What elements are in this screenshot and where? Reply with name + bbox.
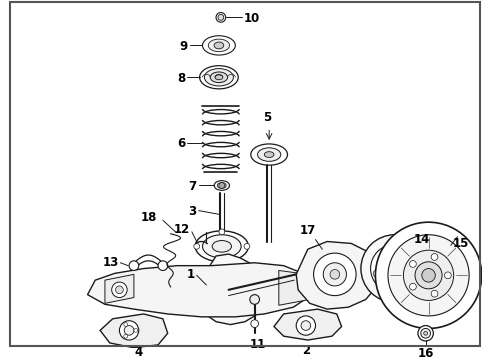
Ellipse shape [195, 231, 248, 262]
Circle shape [112, 282, 127, 297]
Circle shape [244, 243, 250, 249]
Ellipse shape [214, 42, 224, 49]
Circle shape [415, 262, 442, 289]
Ellipse shape [218, 183, 226, 188]
Circle shape [296, 316, 316, 335]
Circle shape [124, 325, 134, 335]
Circle shape [134, 328, 138, 332]
Circle shape [158, 261, 168, 270]
Circle shape [218, 14, 224, 20]
Circle shape [444, 272, 451, 279]
Polygon shape [296, 242, 380, 309]
Polygon shape [274, 309, 342, 340]
Text: 9: 9 [180, 40, 188, 53]
Ellipse shape [204, 69, 233, 86]
Circle shape [120, 321, 139, 340]
Circle shape [225, 286, 232, 294]
Circle shape [251, 320, 259, 328]
Circle shape [211, 273, 246, 307]
Ellipse shape [214, 181, 229, 190]
Circle shape [381, 249, 389, 257]
Circle shape [314, 253, 356, 296]
Circle shape [431, 253, 438, 260]
Ellipse shape [264, 152, 274, 157]
Circle shape [361, 235, 429, 302]
Circle shape [381, 255, 408, 282]
Circle shape [410, 283, 416, 290]
Ellipse shape [212, 240, 231, 252]
Circle shape [219, 258, 225, 264]
Circle shape [250, 294, 260, 304]
Polygon shape [100, 314, 168, 348]
Ellipse shape [202, 235, 241, 258]
Circle shape [370, 244, 419, 293]
Circle shape [421, 328, 431, 338]
Circle shape [216, 13, 226, 22]
Text: 12: 12 [173, 224, 190, 237]
Ellipse shape [202, 36, 235, 55]
Ellipse shape [199, 66, 238, 89]
Polygon shape [198, 254, 267, 325]
Ellipse shape [215, 75, 223, 80]
Circle shape [388, 235, 469, 316]
Circle shape [124, 334, 127, 338]
Text: 10: 10 [244, 12, 260, 25]
Text: 15: 15 [453, 237, 469, 250]
Circle shape [424, 331, 428, 335]
Circle shape [194, 243, 199, 249]
Circle shape [403, 250, 454, 301]
Circle shape [219, 280, 238, 300]
Circle shape [219, 229, 225, 235]
Text: 2: 2 [302, 344, 310, 357]
Circle shape [410, 261, 416, 267]
Circle shape [375, 222, 482, 328]
Circle shape [422, 269, 435, 282]
Polygon shape [279, 270, 310, 305]
Circle shape [402, 250, 410, 258]
Text: 14: 14 [414, 233, 430, 246]
Text: 8: 8 [177, 72, 185, 85]
Text: 16: 16 [417, 347, 434, 360]
Circle shape [219, 183, 225, 188]
Circle shape [418, 325, 433, 341]
Circle shape [431, 290, 438, 297]
Text: 3: 3 [189, 205, 196, 218]
Text: 7: 7 [189, 180, 196, 193]
Text: 11: 11 [249, 338, 266, 351]
Circle shape [301, 321, 311, 330]
Text: 1: 1 [187, 268, 195, 281]
Polygon shape [88, 263, 313, 317]
Circle shape [330, 270, 340, 279]
Ellipse shape [208, 39, 229, 52]
Polygon shape [105, 274, 134, 303]
Ellipse shape [251, 144, 288, 165]
Circle shape [323, 263, 346, 286]
Circle shape [129, 261, 139, 270]
Circle shape [116, 286, 123, 294]
Text: 17: 17 [300, 224, 316, 237]
Text: 4: 4 [135, 346, 143, 359]
Text: 6: 6 [177, 138, 185, 150]
Text: 13: 13 [103, 256, 120, 269]
Text: 5: 5 [263, 111, 271, 123]
Circle shape [373, 270, 381, 278]
Circle shape [389, 263, 400, 274]
Ellipse shape [210, 72, 228, 82]
Circle shape [408, 271, 416, 279]
Ellipse shape [258, 148, 281, 161]
Circle shape [390, 283, 398, 291]
Text: 18: 18 [140, 211, 157, 224]
Circle shape [124, 323, 127, 327]
